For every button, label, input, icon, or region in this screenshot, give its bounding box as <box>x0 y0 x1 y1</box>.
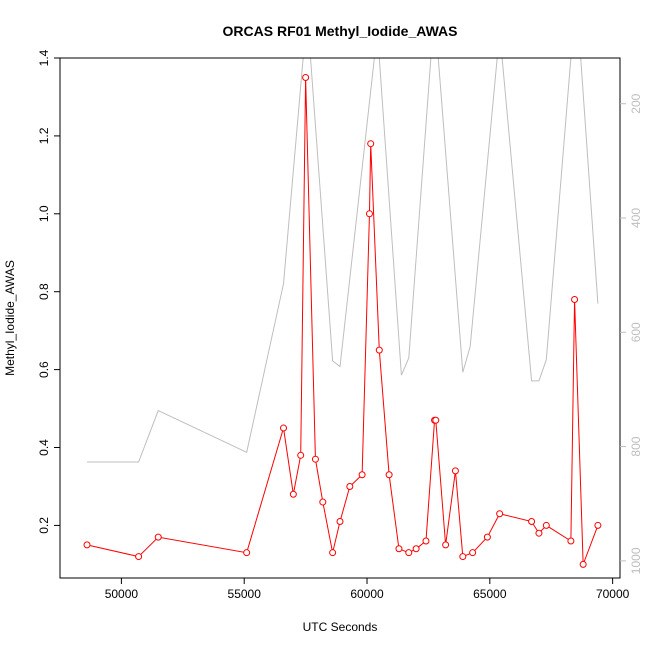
y-tick-label: 0.2 <box>37 517 51 534</box>
data-point <box>135 553 143 561</box>
primary-series-line <box>86 77 599 565</box>
data-point <box>280 424 288 432</box>
data-point <box>243 549 251 557</box>
y-tick-label: 1.2 <box>37 127 51 144</box>
data-point <box>412 545 420 553</box>
y-tick-label: 1.0 <box>37 205 51 222</box>
data-point <box>579 560 587 568</box>
data-point <box>297 451 305 459</box>
data-point <box>571 295 579 303</box>
x-tick-label: 50000 <box>105 587 139 601</box>
plot-frame <box>59 57 621 579</box>
x-axis: 50000 55000 60000 65000 70000 <box>105 578 630 601</box>
chart-title: ORCAS RF01 Methyl_Iodide_AWAS <box>223 23 458 39</box>
secondary-series-line <box>87 58 599 463</box>
data-point <box>405 549 413 557</box>
data-point <box>432 416 440 424</box>
data-point <box>469 549 477 557</box>
data-point <box>422 537 430 545</box>
y-tick-label: 0.6 <box>37 361 51 378</box>
data-point <box>83 541 91 549</box>
data-point <box>442 541 450 549</box>
y2-tick-label: 600 <box>629 322 643 342</box>
secondary-series <box>87 58 599 463</box>
data-point <box>358 471 366 479</box>
data-point <box>459 553 467 561</box>
x-axis-label: UTC Seconds <box>303 620 378 634</box>
data-point <box>375 346 383 354</box>
data-point <box>594 521 602 529</box>
data-point <box>542 521 550 529</box>
data-point <box>329 549 337 557</box>
y2-tick-label: 800 <box>629 436 643 456</box>
data-point <box>528 518 536 526</box>
x-tick-label: 65000 <box>473 587 507 601</box>
data-point <box>385 471 393 479</box>
data-point <box>346 482 354 490</box>
data-point <box>483 533 491 541</box>
data-point <box>496 510 504 518</box>
y-tick-label: 1.4 <box>37 49 51 66</box>
y2-tick-label: 400 <box>629 208 643 228</box>
secondary-y-axis: 200 400 600 800 1000 <box>620 93 643 574</box>
data-point <box>336 518 344 526</box>
data-point <box>302 73 310 81</box>
y-axis: 0.2 0.4 0.6 0.8 1.0 1.2 1.4 <box>37 49 60 534</box>
data-point <box>395 545 403 553</box>
data-point <box>365 210 373 218</box>
data-point <box>567 537 575 545</box>
y2-tick-label: 200 <box>629 93 643 113</box>
y-tick-label: 0.4 <box>37 439 51 456</box>
data-point <box>451 467 459 475</box>
x-tick-label: 60000 <box>350 587 384 601</box>
data-point <box>289 490 297 498</box>
data-point <box>311 455 319 463</box>
y2-tick-label: 1000 <box>629 547 643 574</box>
x-tick-label: 70000 <box>596 587 630 601</box>
data-point <box>367 140 375 148</box>
y-axis-label: Methyl_Iodide_AWAS <box>3 260 17 376</box>
data-point <box>154 533 162 541</box>
data-point <box>535 529 543 537</box>
data-point <box>319 498 327 506</box>
y-tick-label: 0.8 <box>37 283 51 300</box>
primary-series <box>83 73 602 568</box>
x-tick-label: 55000 <box>228 587 262 601</box>
